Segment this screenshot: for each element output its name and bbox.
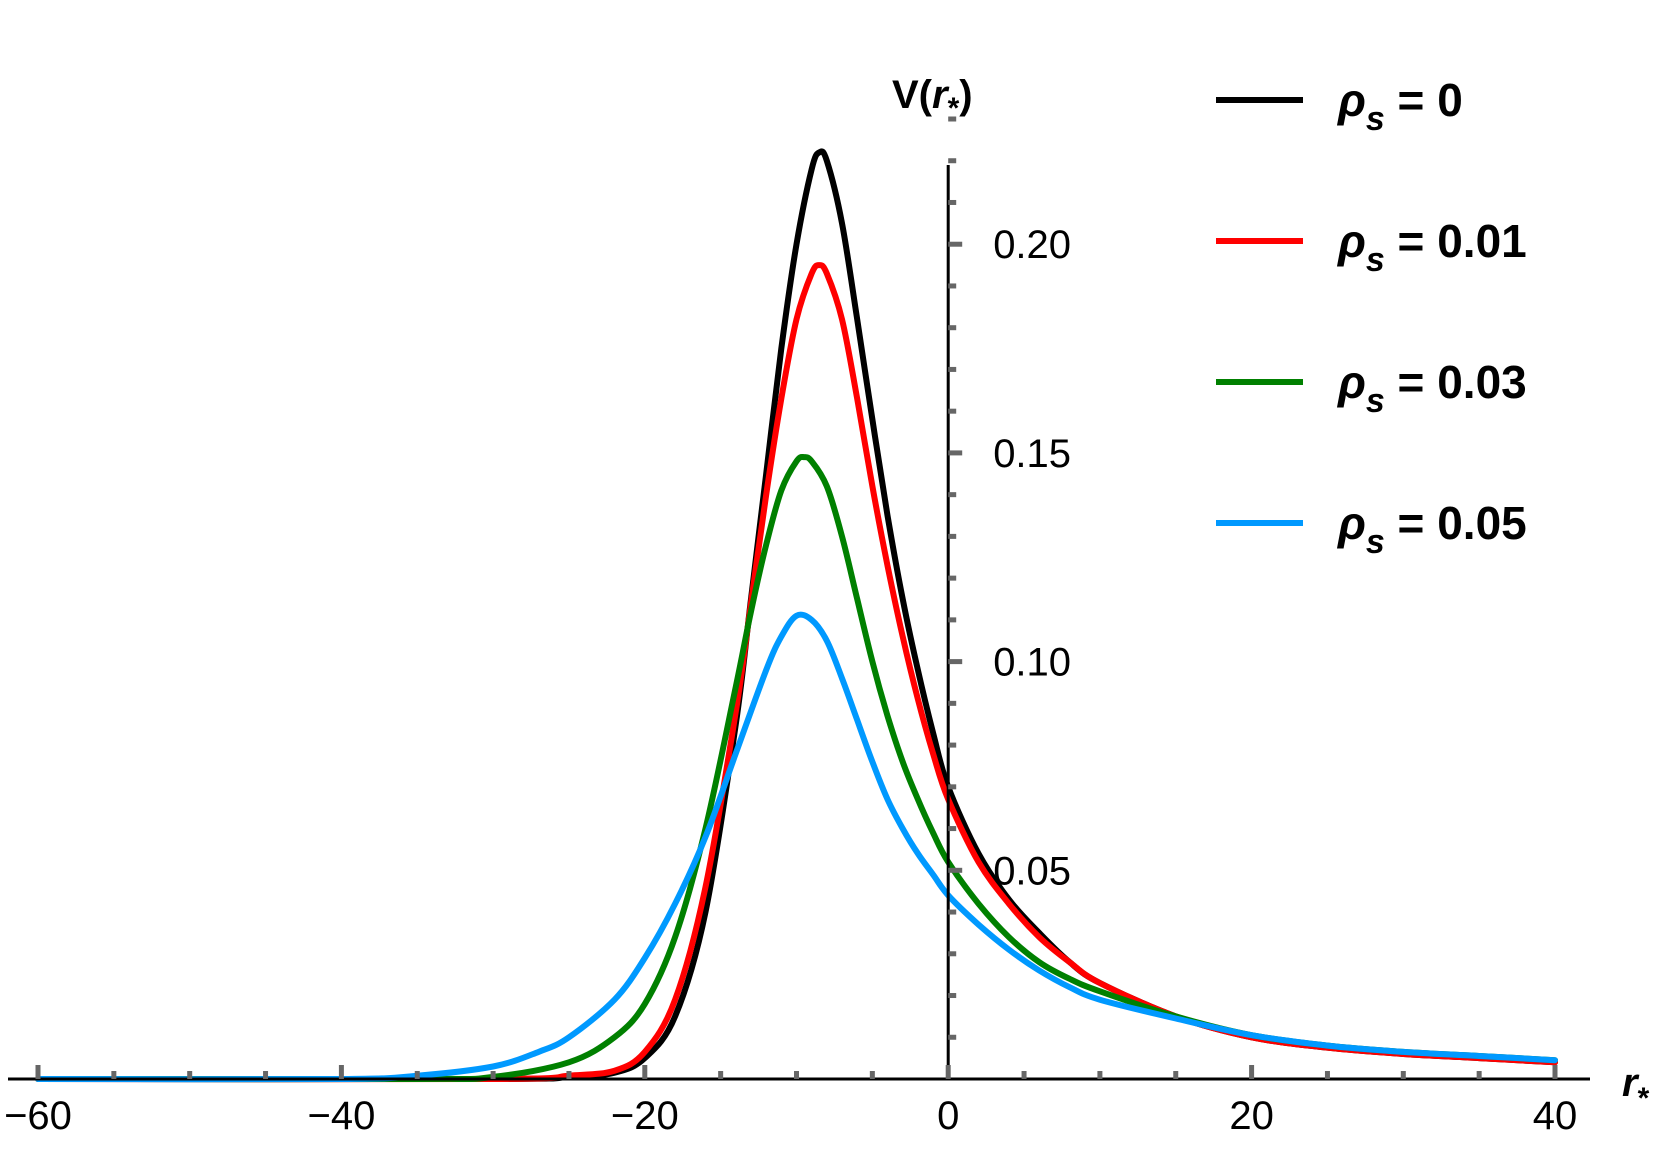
x-tick-label: 0 [937,1094,959,1138]
y-axis-label-main: r [932,73,950,117]
y-tick-label: 0.05 [993,849,1071,893]
legend-label-2: ρs = 0.03 [1336,356,1527,420]
series-line-3 [35,611,1558,1083]
legend-label-3: ρs = 0.05 [1336,497,1527,561]
legend: ρs = 0 ρs = 0.01 ρs = 0.03 ρs = 0.05 [1216,74,1527,561]
y-tick-label: 0.20 [993,223,1071,267]
x-tick-label: −60 [4,1094,72,1138]
y-tick-label: 0.10 [993,641,1071,685]
series-line-1 [35,262,1558,1083]
ticks-layer [35,116,1558,1079]
x-tick-label: −40 [307,1094,375,1138]
x-axis-label: r* [1622,1061,1650,1115]
x-axis-label-main: r [1622,1061,1640,1105]
legend-label-0: ρs = 0 [1336,74,1463,138]
x-axis-label-sub: * [1638,1082,1650,1115]
y-axis-label-sub: * [948,92,960,125]
y-axis-label-prefix: V( [892,73,933,117]
y-axis-label-suffix: ) [959,73,972,117]
legend-label-1: ρs = 0.01 [1336,215,1527,279]
x-tick-label: 40 [1533,1094,1578,1138]
x-tick-label: 20 [1229,1094,1274,1138]
labels-layer: −60 −40 −20 0 20 40 0.05 0.10 0.15 0.20 [4,223,1577,1138]
x-tick-label: −20 [611,1094,679,1138]
series-line-2 [35,453,1558,1083]
series-layer [35,148,1558,1083]
y-tick-label: 0.15 [993,432,1071,476]
y-axis-label: V(r*) [892,73,973,125]
